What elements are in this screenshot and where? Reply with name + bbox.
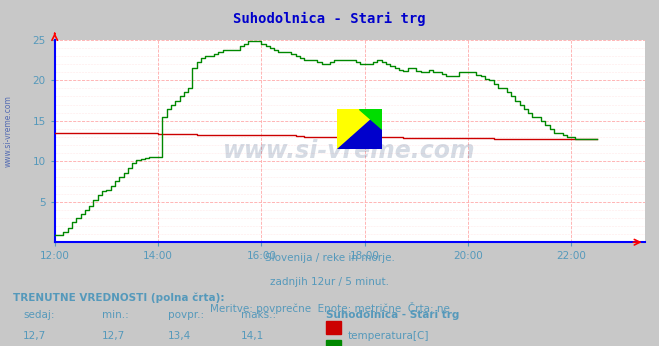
Text: 13,4: 13,4 [168,331,191,341]
Text: zadnjih 12ur / 5 minut.: zadnjih 12ur / 5 minut. [270,277,389,288]
Text: www.si-vreme.com: www.si-vreme.com [3,95,13,167]
Polygon shape [337,109,382,149]
Text: Meritve: povprečne  Enote: metrične  Črta: ne: Meritve: povprečne Enote: metrične Črta:… [210,302,449,315]
Text: min.:: min.: [102,310,129,320]
Text: sedaj:: sedaj: [23,310,55,320]
Text: 12,7: 12,7 [102,331,125,341]
Text: Slovenija / reke in morje.: Slovenija / reke in morje. [264,253,395,263]
Text: TRENUTNE VREDNOSTI (polna črta):: TRENUTNE VREDNOSTI (polna črta): [13,292,225,303]
Text: Suhodolnica - Stari trg: Suhodolnica - Stari trg [233,12,426,26]
Text: temperatura[C]: temperatura[C] [347,331,429,341]
Text: www.si-vreme.com: www.si-vreme.com [223,139,476,163]
Text: Suhodolnica - Stari trg: Suhodolnica - Stari trg [326,310,459,320]
Text: 12,7: 12,7 [23,331,46,341]
Text: 14,1: 14,1 [241,331,264,341]
Text: maks.:: maks.: [241,310,275,320]
Text: povpr.:: povpr.: [168,310,204,320]
Polygon shape [337,109,382,149]
Polygon shape [359,109,382,129]
